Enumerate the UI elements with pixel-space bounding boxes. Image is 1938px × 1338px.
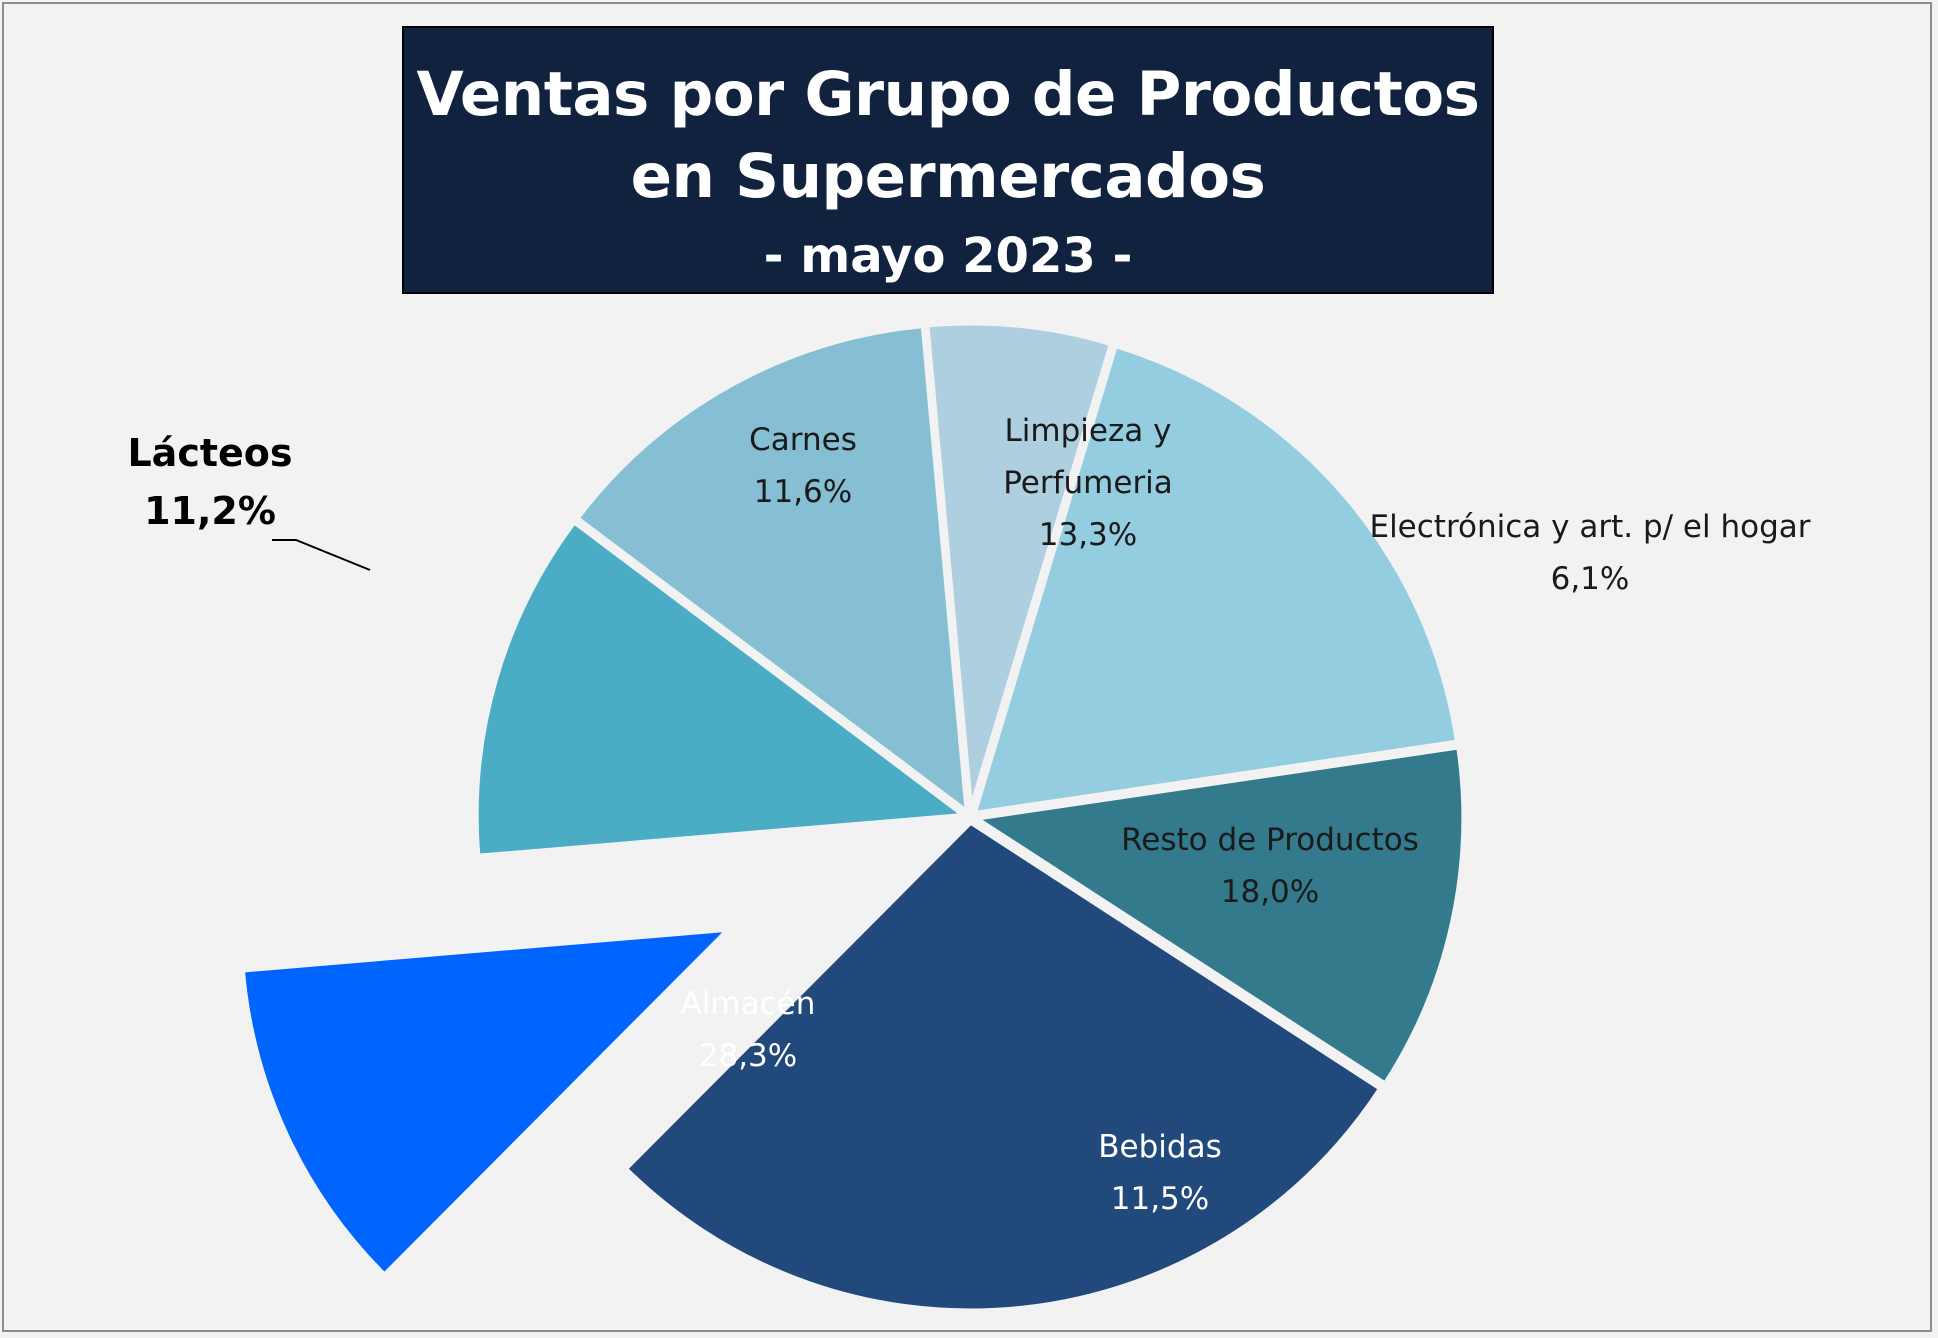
- data-label-resto-de-productos: Resto de Productos 18,0%: [1121, 822, 1419, 910]
- slice-category-label: Carnes: [749, 422, 857, 458]
- slice-value-label: 28,3%: [699, 1038, 797, 1074]
- pie-slice-limpieza-y-perfumeria: [572, 321, 972, 820]
- data-label-bebidas: Bebidas 11,5%: [1098, 1129, 1221, 1217]
- pie-slice-resto-de-productos: [969, 341, 1462, 818]
- slice-category-label: Resto de Productos: [1121, 822, 1419, 858]
- slice-category-label: Lácteos: [127, 431, 292, 475]
- slice-value-label: 13,3%: [1039, 517, 1137, 553]
- slice-value-label: 11,2%: [144, 489, 276, 533]
- pie-slice-almacen: [620, 817, 1386, 1315]
- slice-category-label: Electrónica y art. p/ el hogar: [1369, 509, 1810, 545]
- data-label-almacen: Almacén 28,3%: [681, 986, 816, 1074]
- pie-slice-carnes: [472, 516, 974, 861]
- slice-category-label: Almacén: [681, 986, 816, 1022]
- chart-title-box: Ventas por Grupo de Productos en Superme…: [402, 26, 1494, 294]
- chart-title: Ventas por Grupo de Productos en Superme…: [416, 59, 1480, 212]
- slice-value-label: 11,6%: [754, 474, 852, 510]
- data-label-electronica-y-art-p-el-hogar: Electrónica y art. p/ el hogar 6,1%: [1369, 509, 1810, 597]
- slice-category-label: Perfumeria: [1003, 465, 1173, 501]
- data-label-carnes: Carnes 11,6%: [749, 422, 857, 510]
- slice-value-label: 18,0%: [1221, 874, 1319, 910]
- pie-slice-lacteos: [238, 924, 739, 1281]
- slice-category-label: Bebidas: [1098, 1129, 1221, 1165]
- slice-value-label: 6,1%: [1551, 561, 1630, 597]
- pie-slice-bebidas: [966, 742, 1468, 1089]
- pie-slice-electronica-y-art-p-el-hogar: [923, 319, 1116, 814]
- chart-subtitle: - mayo 2023 -: [763, 228, 1133, 284]
- slice-category-label: Limpieza y: [1005, 413, 1172, 449]
- slice-value-label: 11,5%: [1111, 1181, 1209, 1217]
- data-label-lacteos: Lácteos 11,2%: [127, 431, 292, 533]
- lacteos-leader-line: [272, 539, 371, 571]
- data-label-limpieza-y-perfumeria: Limpieza y Perfumeria 13,3%: [1003, 413, 1173, 553]
